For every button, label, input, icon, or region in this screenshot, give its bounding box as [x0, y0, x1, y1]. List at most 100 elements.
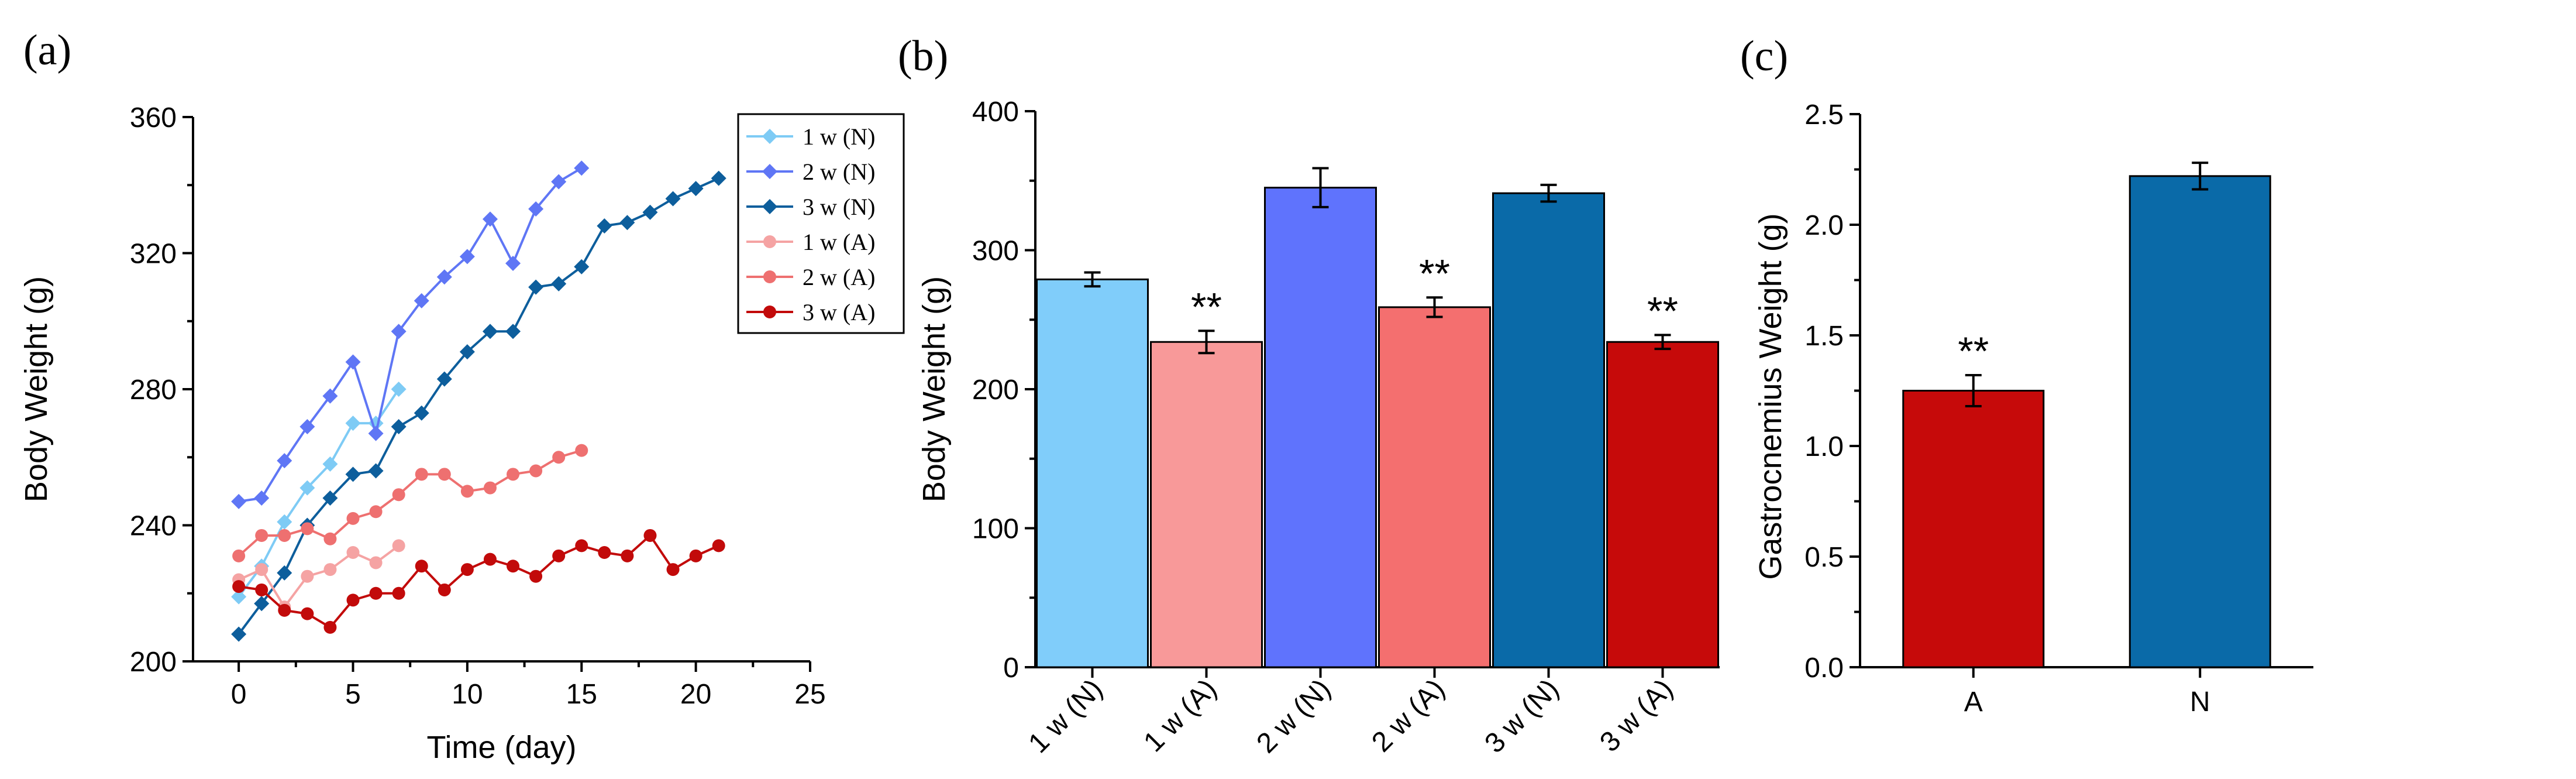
data-point	[231, 626, 247, 642]
x-tick-label: 2 w (A)	[1366, 673, 1451, 758]
legend-marker	[763, 235, 776, 248]
data-point	[254, 596, 270, 612]
data-point	[551, 174, 567, 190]
data-point	[301, 607, 314, 620]
y-tick-label: 200	[972, 375, 1019, 406]
x-tick-label: 10	[452, 679, 483, 710]
legend-label: 2 w (A)	[803, 264, 875, 290]
data-point	[642, 204, 658, 220]
bar	[1492, 192, 1605, 668]
y-tick-label: 1.0	[1804, 431, 1844, 462]
significance-marker: **	[1958, 329, 1989, 373]
y-axis-title: Body Weight (g)	[19, 276, 54, 502]
data-point	[322, 388, 338, 404]
data-point	[575, 444, 588, 457]
y-tick-label: 360	[130, 102, 177, 133]
legend-label: 3 w (A)	[803, 299, 875, 325]
data-point	[301, 522, 314, 536]
data-point	[255, 583, 268, 596]
data-point	[438, 468, 451, 481]
data-point	[231, 493, 247, 509]
data-point	[414, 405, 429, 421]
data-point	[345, 416, 361, 431]
data-point	[666, 563, 680, 576]
data-point	[665, 191, 681, 207]
data-point	[483, 552, 497, 566]
bar	[2129, 175, 2271, 668]
legend-marker	[762, 129, 777, 144]
x-tick-label: 2 w (N)	[1251, 673, 1337, 759]
series-line	[232, 444, 588, 562]
data-point	[369, 556, 383, 569]
data-point	[459, 249, 475, 265]
y-tick-label: 320	[130, 239, 177, 270]
x-tick-label: N	[2190, 687, 2210, 718]
y-tick-label: 300	[972, 236, 1019, 267]
data-point	[415, 468, 428, 481]
panel-b: (b) 0 100 200 300 400 Body Weight (g) 1 w (N) **…	[898, 32, 1720, 759]
bar	[1902, 390, 2045, 668]
data-point	[391, 382, 407, 397]
data-point	[598, 546, 611, 559]
x-tick-label: 1 w (N)	[1022, 673, 1108, 759]
data-point	[460, 563, 474, 576]
y-tick-label: 400	[972, 97, 1019, 128]
x-tick-label: 15	[566, 679, 597, 710]
series-line	[231, 160, 590, 509]
series-path	[238, 167, 583, 503]
data-point	[322, 456, 338, 472]
data-point	[643, 529, 657, 542]
data-point	[346, 546, 360, 559]
data-point	[391, 324, 407, 339]
data-point	[529, 569, 543, 583]
series-path	[237, 177, 719, 635]
legend-marker	[762, 164, 777, 179]
x-tick-label: 25	[794, 679, 825, 710]
x-tick-label: 1 w (A)	[1138, 673, 1222, 758]
data-point	[460, 485, 474, 498]
data-point	[688, 181, 704, 197]
x-tick-label: 0	[231, 679, 247, 710]
y-tick-label: 2.0	[1804, 210, 1844, 241]
data-point	[552, 451, 566, 464]
data-point	[301, 569, 314, 583]
legend-marker	[762, 199, 777, 214]
panel-label: (a)	[23, 26, 71, 74]
data-point	[369, 586, 383, 600]
data-point	[712, 539, 725, 552]
significance-marker: **	[1419, 251, 1450, 296]
data-point	[436, 269, 452, 285]
series-path	[237, 449, 582, 557]
data-point	[323, 620, 337, 634]
data-point	[277, 514, 292, 530]
data-point	[392, 488, 405, 502]
bar	[1606, 341, 1719, 668]
y-tick-label: 2.5	[1804, 99, 1844, 131]
data-point	[323, 532, 337, 545]
data-point	[482, 211, 498, 227]
panel-a: (a) 200 240 280 320 360 0 5 10 15 20 25 Time (day) Bo…	[19, 26, 905, 765]
data-point	[391, 418, 407, 434]
data-point	[254, 490, 270, 506]
x-tick-label: 20	[680, 679, 711, 710]
x-axis-title: Time (day)	[426, 730, 576, 765]
data-point	[323, 563, 337, 576]
data-point	[232, 549, 246, 562]
series-line	[231, 170, 726, 642]
data-point	[597, 218, 612, 234]
data-point	[392, 539, 405, 552]
data-point	[277, 453, 292, 469]
legend-label: 2 w (N)	[803, 159, 875, 185]
data-point	[346, 512, 360, 525]
data-point	[277, 565, 292, 581]
data-point	[505, 255, 521, 271]
bar	[1378, 306, 1491, 668]
data-point	[436, 371, 452, 387]
data-point	[505, 324, 521, 339]
panel-c: (c) 0.0 0.5 1.0 1.5 2.0 2.5 Gastrocnemius Weigh…	[1740, 32, 2313, 718]
data-point	[438, 583, 451, 596]
data-point	[551, 276, 567, 291]
legend-label: 3 w (N)	[803, 194, 875, 220]
data-point	[619, 215, 635, 231]
data-point	[368, 463, 384, 479]
